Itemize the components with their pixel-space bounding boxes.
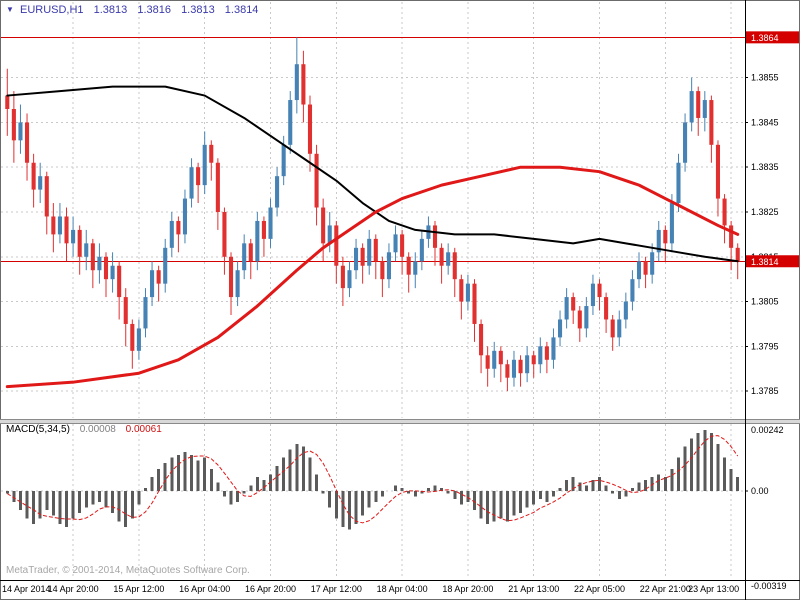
svg-text:14 Apr 20:00: 14 Apr 20:00 <box>48 584 99 594</box>
svg-text:1.3855: 1.3855 <box>751 73 779 83</box>
quote-close: 1.3814 <box>224 4 259 16</box>
macd-signal-line <box>7 435 739 524</box>
macd-name: MACD(5,34,5) <box>6 424 70 435</box>
candles-layer <box>5 37 740 392</box>
svg-text:21 Apr 13:00: 21 Apr 13:00 <box>508 584 559 594</box>
svg-text:22 Apr 21:00: 22 Apr 21:00 <box>640 584 691 594</box>
ma-fast-black-line <box>6 85 739 263</box>
ma-slow-red-line <box>5 165 740 389</box>
symbol-period-label: EURUSD,H1 <box>19 4 84 16</box>
chart-header: ▼ EURUSD,H1 1.3813 1.3816 1.3813 1.3814 <box>6 4 265 16</box>
svg-text:1.3795: 1.3795 <box>751 341 779 351</box>
svg-text:-0.00319: -0.00319 <box>751 581 787 591</box>
svg-text:16 Apr 04:00: 16 Apr 04:00 <box>179 584 230 594</box>
svg-text:22 Apr 05:00: 22 Apr 05:00 <box>574 584 625 594</box>
svg-text:14 Apr 2014: 14 Apr 2014 <box>2 584 51 594</box>
metaquotes-watermark: MetaTrader, © 2001-2014, MetaQuotes Soft… <box>6 565 250 576</box>
macd-indicator-label: MACD(5,34,5) 0.00008 0.00061 <box>6 424 162 435</box>
quote-high: 1.3816 <box>137 4 171 16</box>
macd-signal-value: 0.00061 <box>125 424 162 435</box>
svg-text:23 Apr 13:00: 23 Apr 13:00 <box>688 584 739 594</box>
macd-histogram <box>5 430 740 530</box>
macd-main-value: 0.00008 <box>79 424 116 435</box>
price-axis[interactable]: 1.38551.38451.38351.38251.38151.38051.37… <box>745 73 787 591</box>
svg-text:16 Apr 20:00: 16 Apr 20:00 <box>245 584 296 594</box>
price-badges: 1.3864 1.3814 <box>746 31 799 268</box>
svg-text:1.3805: 1.3805 <box>751 297 779 307</box>
svg-text:17 Apr 12:00: 17 Apr 12:00 <box>311 584 362 594</box>
price-level-lines <box>1 36 745 262</box>
svg-text:1.3785: 1.3785 <box>751 386 779 396</box>
gridlines <box>1 2 745 579</box>
svg-text:18 Apr 04:00: 18 Apr 04:00 <box>377 584 428 594</box>
svg-text:1.3835: 1.3835 <box>751 162 779 172</box>
quote-open: 1.3813 <box>93 4 128 16</box>
svg-text:1.3825: 1.3825 <box>751 207 779 217</box>
svg-text:1.3845: 1.3845 <box>751 117 779 127</box>
quote-low: 1.3813 <box>181 4 215 16</box>
svg-text:18 Apr 20:00: 18 Apr 20:00 <box>442 584 493 594</box>
svg-text:0.00: 0.00 <box>751 486 769 496</box>
svg-text:1.3814: 1.3814 <box>751 257 779 267</box>
svg-text:15 Apr 12:00: 15 Apr 12:00 <box>113 584 164 594</box>
chart-shift-marker-icon: ▼ <box>6 5 14 14</box>
svg-text:1.3864: 1.3864 <box>751 33 779 43</box>
svg-text:0.00242: 0.00242 <box>751 425 784 435</box>
